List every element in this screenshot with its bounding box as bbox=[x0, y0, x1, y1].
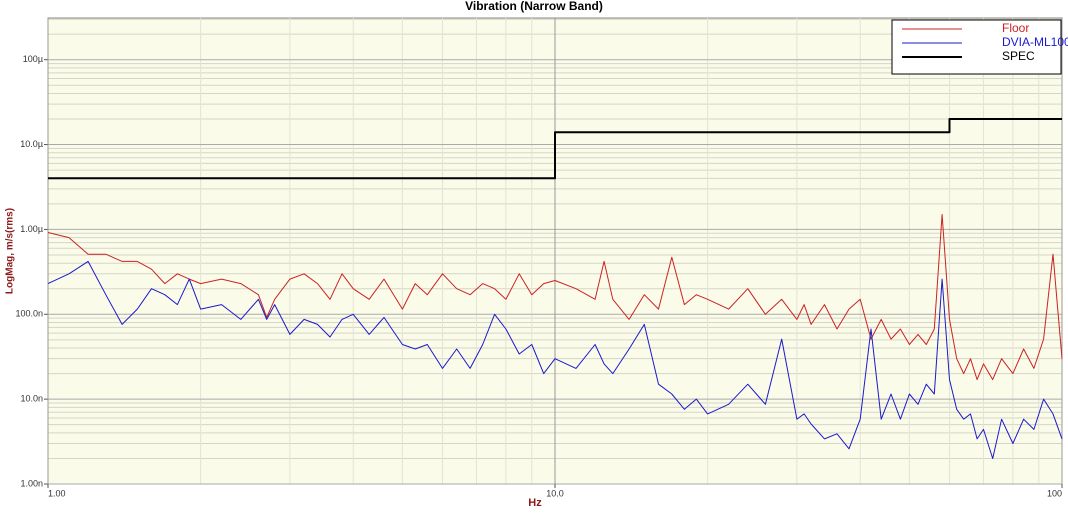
y-tick-label: 100µ bbox=[23, 54, 43, 64]
x-axis-label: Hz bbox=[528, 497, 542, 509]
x-tick-label: 1.00 bbox=[48, 488, 66, 498]
y-tick-label: 10.0µ bbox=[20, 139, 43, 149]
legend-label: SPEC bbox=[1002, 49, 1035, 63]
chart-title: Vibration (Narrow Band) bbox=[465, 0, 603, 13]
legend-label: DVIA-ML1000 bbox=[1002, 35, 1068, 49]
legend-label: Floor bbox=[1002, 21, 1029, 35]
y-tick-label: 1.00µ bbox=[20, 224, 43, 234]
y-axis-label: LogMag, m/s(rms) bbox=[5, 208, 16, 294]
y-tick-label: 1.00n bbox=[20, 478, 43, 488]
series-line bbox=[47, 260, 1063, 459]
x-tick-label: 10.0 bbox=[546, 488, 564, 498]
x-tick-label: 100 bbox=[1047, 488, 1062, 498]
series-line bbox=[47, 214, 1063, 381]
series-line bbox=[48, 118, 1062, 180]
y-tick-label: 100.0n bbox=[15, 309, 43, 319]
y-tick-label: 10.0n bbox=[20, 394, 43, 404]
